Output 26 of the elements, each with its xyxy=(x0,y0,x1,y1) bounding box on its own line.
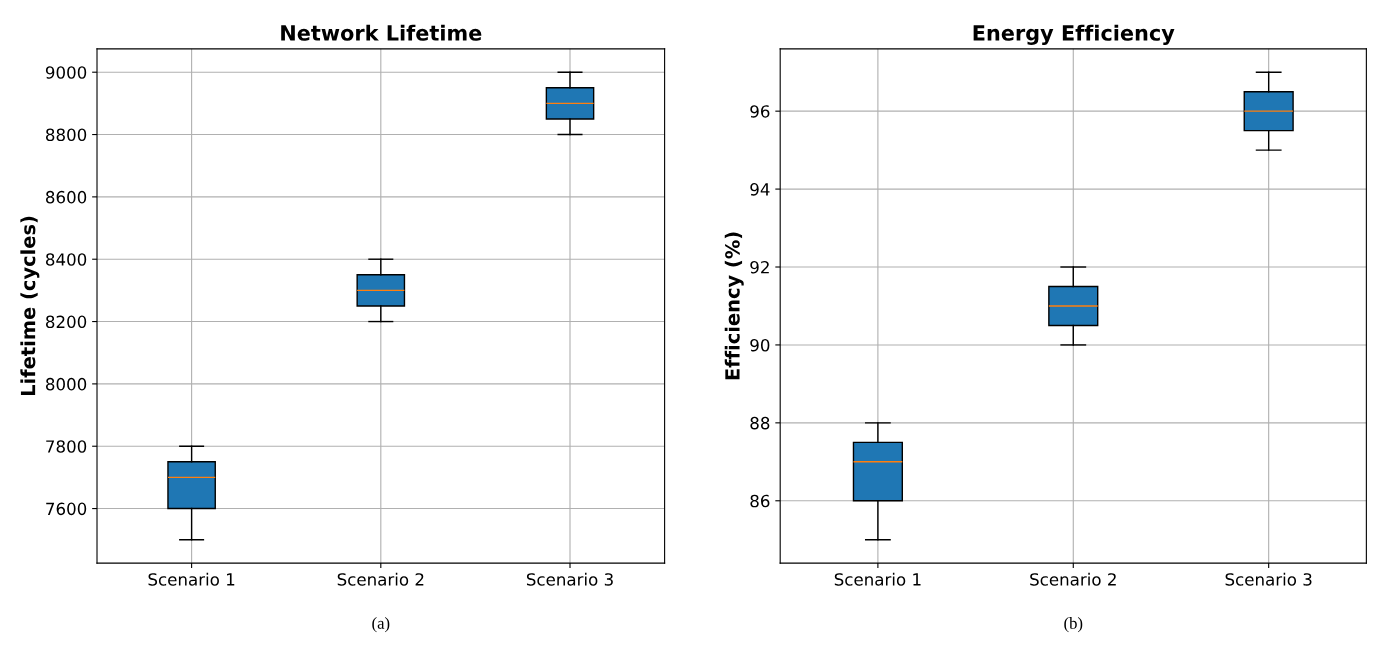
x-tick-label: Scenario 3 xyxy=(1225,572,1312,586)
y-tick-label: 9000 xyxy=(45,66,87,79)
y-tick-label: 86 xyxy=(750,494,770,508)
y-tick-label: 8800 xyxy=(46,128,87,142)
y-tick-label: 88 xyxy=(750,416,770,430)
y-tick-label: 7600 xyxy=(46,502,87,516)
y-tick-label: 7800 xyxy=(46,440,87,453)
y-tick-label: 92 xyxy=(750,260,769,274)
y-axis-title: Efficiency (%) xyxy=(724,232,744,380)
x-tick-label: Scenario 2 xyxy=(337,572,424,586)
x-tick-label: Scenario 1 xyxy=(834,572,921,586)
x-tick-label: Scenario 1 xyxy=(148,572,235,586)
y-tick-label: 94 xyxy=(750,183,770,196)
text: (a) xyxy=(372,617,390,633)
text: (b) xyxy=(1064,617,1083,633)
y-axis-title: Lifetime (cycles) xyxy=(20,216,40,396)
y-tick-label: 8600 xyxy=(46,190,87,204)
y-tick-label: 8400 xyxy=(46,253,87,266)
x-tick-label: Scenario 3 xyxy=(526,572,613,586)
chart-title: Network Lifetime xyxy=(281,24,482,41)
y-tick-label: 8000 xyxy=(46,377,87,391)
x-tick-label: Scenario 2 xyxy=(1030,572,1116,586)
y-tick-label: 90 xyxy=(750,338,770,352)
y-tick-label: 8200 xyxy=(46,315,87,329)
chart-title: Energy Efficiency xyxy=(973,24,1175,45)
y-tick-label: 96 xyxy=(750,105,770,118)
